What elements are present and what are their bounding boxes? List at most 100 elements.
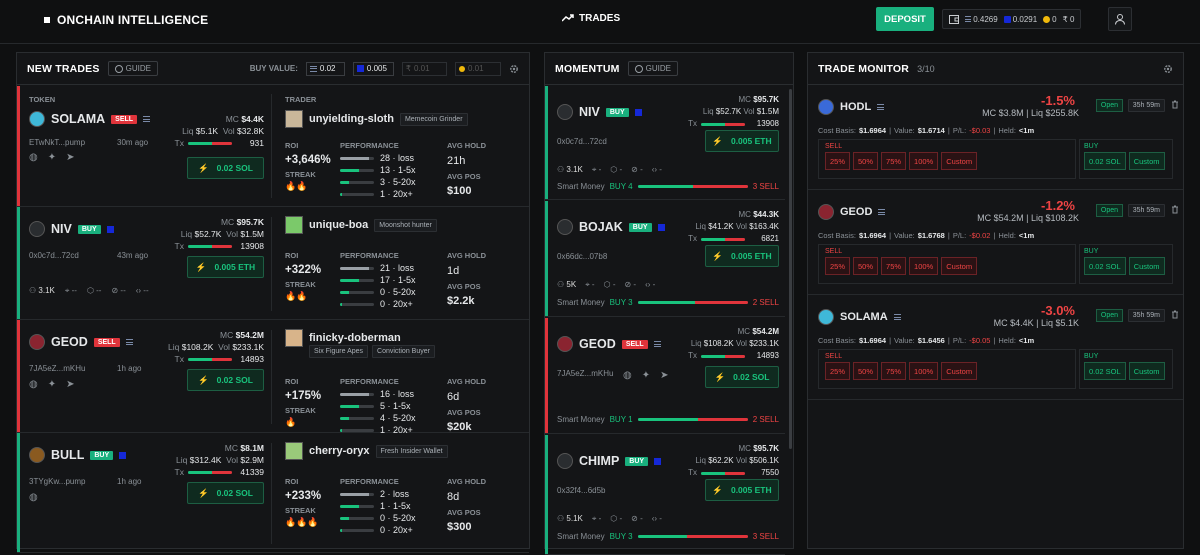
trader-header[interactable]: unique-boa Moonshot hunter [285,216,515,234]
settings-gear-icon[interactable] [1163,64,1173,74]
sell-50-button[interactable]: 50% [853,362,878,380]
monitor-row[interactable]: HODL -1.5% MC $3.8M | Liq $255.8K Open 3… [808,86,1183,190]
sell-100-button[interactable]: 100% [909,152,938,170]
token-address[interactable]: 7JA5eZ...mKHu [557,369,613,378]
sell-75-button[interactable]: 75% [881,152,906,170]
volume: $233.1K [232,342,264,352]
buy-custom-button[interactable]: Custom [1129,362,1165,380]
token-name-group[interactable]: SOLAMA [818,309,901,325]
token-address[interactable]: 0x0c7d...72cd [557,137,607,146]
quick-buy-button[interactable]: ⚡0.02 SOL [187,369,264,391]
buy-custom-button[interactable]: Custom [1129,152,1165,170]
sell-custom-button[interactable]: Custom [941,257,977,275]
token-address[interactable]: 0x66dc...07b8 [557,252,607,261]
delete-icon[interactable] [1171,310,1179,319]
avg-pos-label: AVG POS [447,408,486,417]
performance-row: 2 · loss [340,488,416,500]
holders-count: 3.1K [566,165,582,174]
smart-money-buys: BUY 4 [610,182,633,191]
twitter-icon[interactable]: ✦ [48,152,56,163]
token-address[interactable]: 0x0c7d...72cd [29,251,79,260]
trader-header[interactable]: cherry-oryx Fresh Insider Wallet [285,442,515,460]
delete-icon[interactable] [1171,100,1179,109]
momentum-scrollbar[interactable] [789,89,792,449]
buy-value-sol-input[interactable]: 0.02 [306,62,345,76]
buy-sol-button[interactable]: 0.02 SOL [1084,257,1126,275]
sell-100-button[interactable]: 100% [909,362,938,380]
buy-value-bnb-input[interactable]: 0.01 [455,62,501,76]
wallet-balances[interactable]: 0.4269 0.0291 0 ₹ 0 [942,9,1081,29]
token-address[interactable]: 3TYgKw...pump [29,477,85,486]
token-address[interactable]: 0x32f4...6d5b [557,486,605,495]
buy-sol-button[interactable]: 0.02 SOL [1084,152,1126,170]
trader-header[interactable]: unyielding-sloth Memecoin Grinder [285,110,515,128]
deposit-button[interactable]: DEPOSIT [876,7,934,31]
sell-25-button[interactable]: 25% [825,362,850,380]
buy-label: BUY [1084,143,1168,150]
quick-buy-button[interactable]: ⚡0.005 ETH [705,245,779,267]
token-address[interactable]: ETwNkT...pump [29,138,85,147]
new-trades-guide-button[interactable]: GUIDE [108,61,158,76]
quick-buy-button[interactable]: ⚡0.005 ETH [187,256,264,278]
twitter-icon[interactable]: ✦ [48,379,56,390]
sell-100-button[interactable]: 100% [909,257,938,275]
buy-value-eth-input[interactable]: 0.005 [353,62,394,76]
globe-icon[interactable]: ◍ [29,379,38,390]
tx-label: Tx [688,350,697,362]
momentum-guide-button[interactable]: GUIDE [628,61,678,76]
brand-logo[interactable]: ONCHAIN INTELLIGENCE [44,13,208,27]
quick-buy-button[interactable]: ⚡0.02 SOL [187,157,264,179]
smart-money-sells: 2 SELL [753,415,779,424]
globe-icon[interactable]: ◍ [29,152,38,163]
sell-custom-button[interactable]: Custom [941,152,977,170]
settings-gear-icon[interactable] [509,64,519,74]
globe-icon[interactable]: ◍ [623,370,632,381]
sell-50-button[interactable]: 50% [853,152,878,170]
globe-icon[interactable]: ◍ [29,492,38,503]
quick-buy-button[interactable]: ⚡0.02 SOL [187,482,264,504]
telegram-icon[interactable]: ➤ [66,152,74,163]
buy-custom-button[interactable]: Custom [1129,257,1165,275]
tx-count: 7550 [749,467,779,479]
performance-row: 3 · 5-20x [340,176,416,188]
monitor-row[interactable]: SOLAMA -3.0% MC $4.4K | Liq $5.1K Open 3… [808,296,1183,400]
telegram-icon[interactable]: ➤ [66,379,74,390]
sell-75-button[interactable]: 75% [881,257,906,275]
nav-trades[interactable]: TRADES [562,13,620,24]
delete-icon[interactable] [1171,205,1179,214]
buy-value-other-input[interactable]: ₹0.01 [402,62,447,76]
streak-value: 🔥🔥 [285,291,321,302]
token-name-group[interactable]: GEOD [818,204,885,220]
sell-25-button[interactable]: 25% [825,257,850,275]
sell-75-button[interactable]: 75% [881,362,906,380]
sell-50-button[interactable]: 50% [853,257,878,275]
quick-buy-button[interactable]: ⚡0.005 ETH [705,479,779,501]
sell-25-button[interactable]: 25% [825,152,850,170]
token-address[interactable]: 7JA5eZ...mKHu [29,364,85,373]
monitor-row[interactable]: GEOD -1.2% MC $54.2M | Liq $108.2K Open … [808,191,1183,295]
twitter-icon[interactable]: ✦ [642,370,650,381]
profile-button[interactable] [1108,7,1132,31]
sell-custom-button[interactable]: Custom [941,362,977,380]
telegram-icon[interactable]: ➤ [660,370,668,381]
quick-buy-button[interactable]: ⚡0.005 ETH [705,130,779,152]
buy-sol-button[interactable]: 0.02 SOL [1084,362,1126,380]
quick-buy-button[interactable]: ⚡0.02 SOL [705,366,779,388]
token-name-group[interactable]: HODL [818,99,884,115]
